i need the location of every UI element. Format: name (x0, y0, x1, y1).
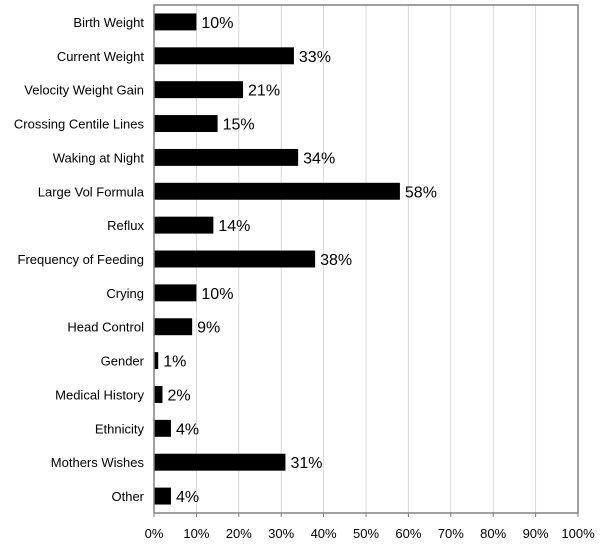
category-label: Velocity Weight Gain (24, 83, 144, 98)
bar (154, 419, 171, 437)
data-label: 15% (223, 117, 255, 134)
category-label: Crying (106, 286, 144, 301)
bar (154, 318, 193, 336)
category-label: Large Vol Formula (38, 184, 145, 199)
bar (154, 487, 171, 505)
bar (154, 216, 214, 234)
bar (154, 47, 294, 65)
category-label: Crossing Centile Lines (14, 117, 145, 132)
category-label: Head Control (67, 320, 144, 335)
bar (154, 13, 197, 31)
bar (154, 453, 286, 471)
bar (154, 115, 218, 132)
plot-frame (153, 4, 579, 514)
bars (154, 13, 400, 505)
x-tick-label: 50% (353, 526, 379, 541)
value-labels: 10% 33% 21% 15% 34% 58% 14% 38% 10% 9% 1% 2% 4% 31% 4% (163, 15, 437, 506)
data-label: 4% (176, 421, 199, 438)
bar (154, 250, 316, 268)
x-tick-label: 30% (268, 526, 294, 541)
x-tick-label: 90% (523, 526, 549, 541)
data-label: 58% (405, 184, 437, 201)
category-label: Current Weight (57, 49, 145, 64)
data-label: 14% (218, 218, 250, 235)
category-labels: Birth Weight Current Weight Velocity Weigh… (14, 15, 145, 504)
x-tick-label: 0% (145, 526, 164, 541)
data-label: 2% (167, 387, 190, 404)
category-label: Waking at Night (53, 150, 145, 165)
x-tick-label: 80% (480, 526, 506, 541)
data-label: 10% (201, 286, 233, 303)
x-tick-label: 10% (183, 526, 209, 541)
data-label: 31% (290, 455, 322, 472)
category-label: Frequency of Feeding (18, 252, 144, 267)
data-label: 33% (299, 49, 331, 66)
data-label: 38% (320, 252, 352, 269)
bar (154, 81, 244, 99)
x-tick-label: 70% (438, 526, 464, 541)
category-label: Gender (101, 354, 145, 369)
x-tick-labels: 0% 10% 20% 30% 40% 50% 60% 70% 80% 90% 100% (145, 513, 595, 541)
data-label: 21% (248, 83, 280, 100)
x-tick-label: 40% (311, 526, 337, 541)
category-label: Reflux (107, 218, 144, 233)
bar (154, 148, 299, 166)
data-label: 34% (303, 150, 335, 167)
category-label: Other (111, 489, 144, 504)
data-label: 1% (163, 354, 186, 371)
data-label: 9% (197, 320, 220, 337)
x-tick-label: 20% (226, 526, 252, 541)
x-tick-label: 100% (561, 526, 595, 541)
category-label: Medical History (55, 387, 144, 402)
x-tick-label: 60% (395, 526, 421, 541)
category-label: Ethnicity (95, 421, 145, 436)
category-label: Birth Weight (73, 15, 144, 30)
data-label: 10% (201, 15, 233, 32)
data-label: 4% (176, 489, 199, 506)
bar (154, 386, 163, 403)
category-label: Mothers Wishes (51, 455, 145, 470)
bar (154, 352, 159, 370)
bar (154, 182, 400, 200)
bar (154, 284, 197, 302)
